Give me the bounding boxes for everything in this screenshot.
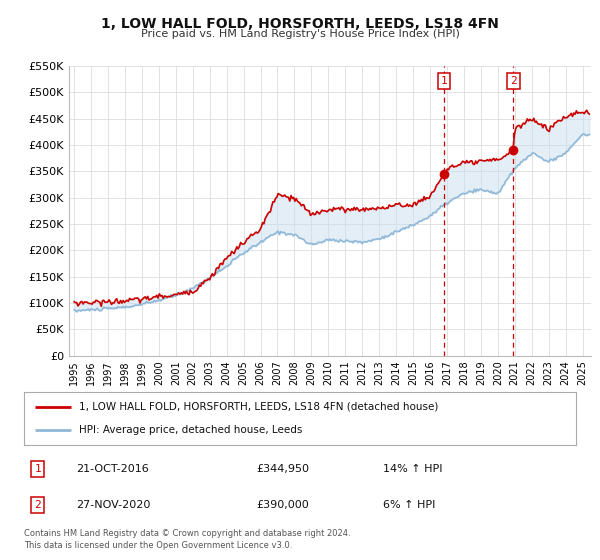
Text: 21-OCT-2016: 21-OCT-2016: [76, 464, 149, 474]
Text: 2: 2: [34, 500, 41, 510]
Text: 27-NOV-2020: 27-NOV-2020: [76, 500, 151, 510]
Text: 1, LOW HALL FOLD, HORSFORTH, LEEDS, LS18 4FN: 1, LOW HALL FOLD, HORSFORTH, LEEDS, LS18…: [101, 17, 499, 31]
Text: 14% ↑ HPI: 14% ↑ HPI: [383, 464, 442, 474]
Text: 1: 1: [440, 76, 447, 86]
Text: 1, LOW HALL FOLD, HORSFORTH, LEEDS, LS18 4FN (detached house): 1, LOW HALL FOLD, HORSFORTH, LEEDS, LS18…: [79, 402, 439, 412]
Text: HPI: Average price, detached house, Leeds: HPI: Average price, detached house, Leed…: [79, 425, 302, 435]
Text: 1: 1: [34, 464, 41, 474]
Text: 2: 2: [510, 76, 517, 86]
Text: £344,950: £344,950: [256, 464, 309, 474]
Text: £390,000: £390,000: [256, 500, 308, 510]
Text: 6% ↑ HPI: 6% ↑ HPI: [383, 500, 435, 510]
Text: Price paid vs. HM Land Registry's House Price Index (HPI): Price paid vs. HM Land Registry's House …: [140, 29, 460, 39]
Text: Contains HM Land Registry data © Crown copyright and database right 2024.
This d: Contains HM Land Registry data © Crown c…: [24, 529, 350, 550]
